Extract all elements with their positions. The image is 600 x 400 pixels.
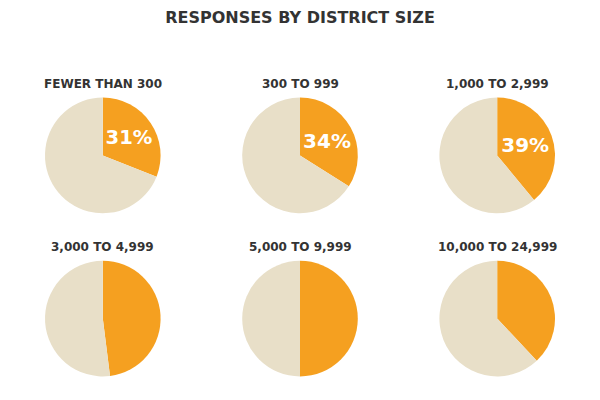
svg-text:34%: 34%: [303, 129, 351, 153]
svg-text:39%: 39%: [501, 133, 549, 157]
svg-text:1,000 TO 2,999: 1,000 TO 2,999: [446, 77, 549, 91]
svg-text:31%: 31%: [106, 126, 153, 149]
svg-text:300 TO 999: 300 TO 999: [262, 77, 339, 91]
svg-text:3,000 TO 4,999: 3,000 TO 4,999: [51, 240, 154, 254]
svg-text:10,000 TO 24,999: 10,000 TO 24,999: [438, 240, 557, 254]
svg-text:FEWER THAN 300: FEWER THAN 300: [44, 77, 162, 91]
svg-text:RESPONSES BY DISTRICT SIZE: RESPONSES BY DISTRICT SIZE: [165, 8, 435, 27]
svg-text:5,000 TO 9,999: 5,000 TO 9,999: [249, 240, 352, 254]
